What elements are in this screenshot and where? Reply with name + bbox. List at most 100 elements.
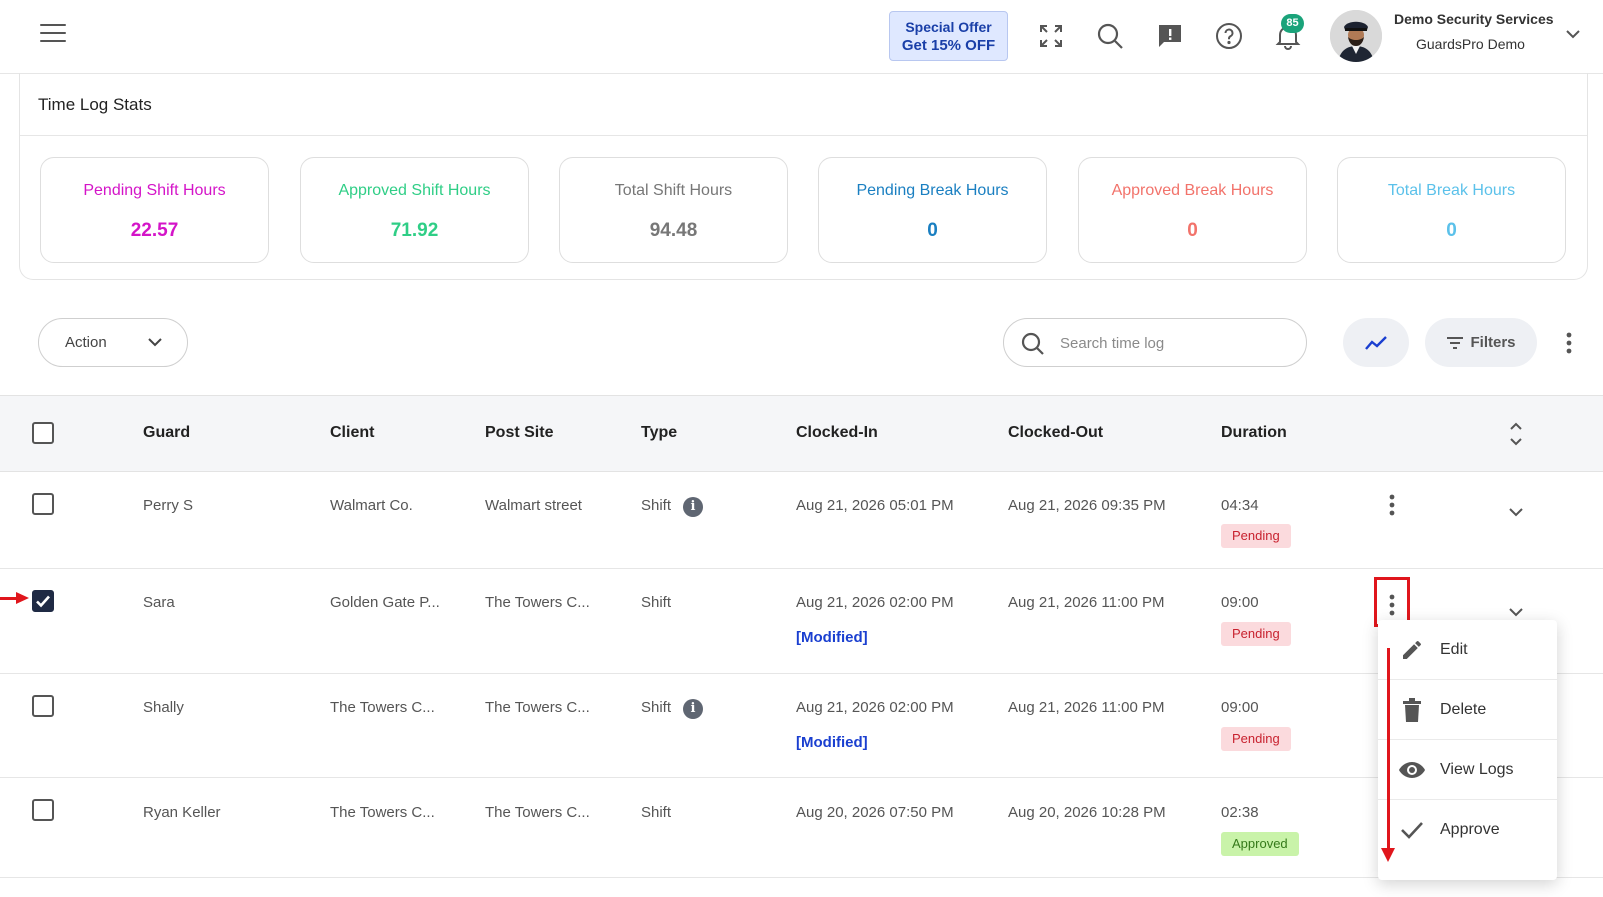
duration-cell: 09:00 bbox=[1221, 594, 1259, 611]
stat-value: 22.57 bbox=[130, 220, 179, 241]
status-badge: Approved bbox=[1221, 832, 1299, 856]
company-name: Demo Security Services bbox=[1394, 11, 1554, 27]
duration-cell: 04:34 bbox=[1221, 497, 1259, 514]
clocked-out-cell: Aug 21, 2026 09:35 PM bbox=[1008, 497, 1166, 514]
table-row[interactable]: Perry S Walmart Co. Walmart street Shift… bbox=[0, 472, 1603, 569]
status-badge: Pending bbox=[1221, 524, 1291, 548]
action-dropdown[interactable]: Action bbox=[38, 318, 188, 367]
search-icon[interactable] bbox=[1094, 20, 1126, 52]
annotation-arrow bbox=[0, 597, 17, 600]
offer-title: Special Offer bbox=[905, 19, 992, 35]
annotation-arrow-head bbox=[16, 592, 29, 604]
time-log-stats-panel bbox=[19, 73, 1588, 280]
stat-label: Total Break Hours bbox=[1387, 182, 1516, 199]
post-site-cell: The Towers C... bbox=[485, 594, 590, 611]
column-header-clocked-out[interactable]: Clocked-Out bbox=[1008, 424, 1104, 441]
stat-value: 0 bbox=[927, 220, 938, 241]
chart-toggle-button[interactable] bbox=[1343, 318, 1409, 367]
check-icon bbox=[1398, 818, 1426, 842]
stat-card-total-break: Total Break Hours 0 bbox=[1337, 157, 1566, 263]
status-badge: Pending bbox=[1221, 727, 1291, 751]
search-icon bbox=[1021, 332, 1044, 355]
type-cell: Shift bbox=[641, 699, 672, 716]
clocked-out-cell: Aug 21, 2026 11:00 PM bbox=[1008, 699, 1165, 716]
select-all-checkbox[interactable] bbox=[32, 422, 54, 444]
top-bar: Special Offer Get 15% OFF 85 Demo Securi… bbox=[0, 0, 1603, 74]
column-header-guard[interactable]: Guard bbox=[143, 424, 191, 441]
help-icon[interactable] bbox=[1213, 20, 1245, 52]
menu-item-label: Delete bbox=[1440, 700, 1487, 718]
menu-item-label: Edit bbox=[1440, 640, 1468, 658]
duration-cell: 09:00 bbox=[1221, 699, 1259, 716]
column-header-type[interactable]: Type bbox=[641, 424, 678, 441]
stat-card-approved-shift: Approved Shift Hours 71.92 bbox=[300, 157, 529, 263]
row-actions-icon[interactable] bbox=[1382, 592, 1402, 618]
fullscreen-icon[interactable] bbox=[1035, 20, 1067, 52]
stat-label: Approved Break Hours bbox=[1111, 182, 1274, 199]
menu-item-label: Approve bbox=[1440, 821, 1500, 838]
annotation-arrow-head bbox=[1381, 848, 1395, 862]
column-header-clocked-in[interactable]: Clocked-In bbox=[796, 424, 878, 441]
action-label: Action bbox=[65, 334, 107, 351]
special-offer-button[interactable]: Special Offer Get 15% OFF bbox=[889, 11, 1008, 61]
post-site-cell: The Towers C... bbox=[485, 804, 590, 821]
avatar[interactable] bbox=[1330, 10, 1382, 62]
menu-item-delete[interactable]: Delete bbox=[1378, 680, 1557, 740]
row-checkbox[interactable] bbox=[32, 493, 54, 515]
sort-icon[interactable] bbox=[1508, 421, 1524, 452]
table-row[interactable]: Shally The Towers C... The Towers C... S… bbox=[0, 674, 1603, 778]
clocked-out-cell: Aug 21, 2026 11:00 PM bbox=[1008, 594, 1165, 611]
row-checkbox[interactable] bbox=[32, 590, 54, 612]
duration-cell: 02:38 bbox=[1221, 804, 1259, 821]
filters-button[interactable]: Filters bbox=[1425, 318, 1537, 367]
search-input[interactable] bbox=[1060, 332, 1290, 354]
row-checkbox[interactable] bbox=[32, 799, 54, 821]
guard-cell: Ryan Keller bbox=[143, 804, 221, 821]
stat-value: 94.48 bbox=[649, 220, 698, 241]
column-header-duration[interactable]: Duration bbox=[1221, 424, 1287, 441]
divider bbox=[20, 135, 1587, 136]
type-cell: Shift bbox=[641, 804, 672, 821]
info-icon[interactable]: i bbox=[683, 699, 703, 719]
table-header: Guard Client Post Site Type Clocked-In C… bbox=[0, 395, 1603, 472]
stats-title: Time Log Stats bbox=[38, 95, 152, 114]
chevron-down-icon[interactable] bbox=[1508, 504, 1524, 522]
post-site-cell: The Towers C... bbox=[485, 699, 590, 716]
type-cell: Shift bbox=[641, 594, 672, 611]
modified-link[interactable]: [Modified] bbox=[796, 629, 868, 646]
table-row[interactable]: Sara Golden Gate P... The Towers C... Sh… bbox=[0, 569, 1603, 674]
menu-item-approve[interactable]: Approve bbox=[1378, 800, 1557, 860]
info-icon[interactable]: i bbox=[683, 497, 703, 517]
menu-item-edit[interactable]: Edit bbox=[1378, 620, 1557, 680]
status-badge: Pending bbox=[1221, 622, 1291, 646]
chevron-down-icon[interactable] bbox=[1565, 26, 1581, 44]
more-options-icon[interactable] bbox=[1558, 330, 1580, 356]
stat-card-pending-shift: Pending Shift Hours 22.57 bbox=[40, 157, 269, 263]
modified-link[interactable]: [Modified] bbox=[796, 734, 868, 751]
clocked-in-cell: Aug 21, 2026 02:00 PM bbox=[796, 594, 954, 611]
trash-icon bbox=[1398, 698, 1426, 722]
table-row[interactable]: Ryan Keller The Towers C... The Towers C… bbox=[0, 778, 1603, 878]
stat-card-total-shift: Total Shift Hours 94.48 bbox=[559, 157, 788, 263]
client-cell: The Towers C... bbox=[330, 804, 435, 821]
feedback-icon[interactable] bbox=[1154, 20, 1186, 52]
column-header-post-site[interactable]: Post Site bbox=[485, 424, 554, 441]
client-cell: Golden Gate P... bbox=[330, 594, 440, 611]
menu-icon[interactable] bbox=[40, 24, 66, 46]
guard-cell: Shally bbox=[143, 699, 184, 716]
menu-item-label: View Logs bbox=[1440, 760, 1514, 778]
filters-label: Filters bbox=[1470, 334, 1516, 351]
chevron-down-icon[interactable] bbox=[1508, 604, 1524, 622]
row-actions-icon[interactable] bbox=[1382, 492, 1402, 518]
stat-card-pending-break: Pending Break Hours 0 bbox=[818, 157, 1047, 263]
trending-icon bbox=[1365, 335, 1387, 350]
guard-cell: Perry S bbox=[143, 497, 194, 514]
user-name: GuardsPro Demo bbox=[1416, 36, 1525, 52]
guard-cell: Sara bbox=[143, 594, 175, 611]
column-header-client[interactable]: Client bbox=[330, 424, 375, 441]
menu-item-view-logs[interactable]: View Logs bbox=[1378, 740, 1557, 800]
client-cell: The Towers C... bbox=[330, 699, 435, 716]
row-checkbox[interactable] bbox=[32, 695, 54, 717]
clocked-in-cell: Aug 20, 2026 07:50 PM bbox=[796, 804, 954, 821]
clocked-out-cell: Aug 20, 2026 10:28 PM bbox=[1008, 804, 1166, 821]
